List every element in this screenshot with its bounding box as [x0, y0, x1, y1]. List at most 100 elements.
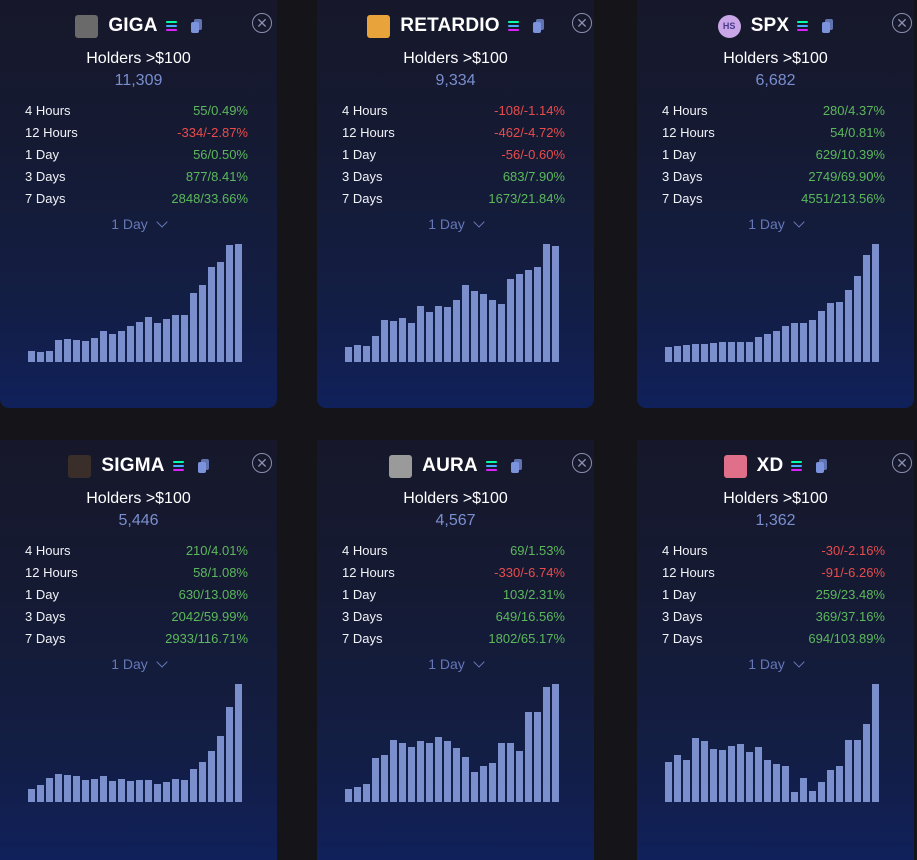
- chart-bar[interactable]: [82, 780, 89, 802]
- range-dropdown[interactable]: 1 Day: [0, 216, 277, 232]
- chart-bar[interactable]: [845, 740, 852, 802]
- chart-bar[interactable]: [543, 244, 550, 362]
- chart-bar[interactable]: [507, 279, 514, 362]
- chart-bar[interactable]: [471, 772, 478, 802]
- range-dropdown[interactable]: 1 Day: [317, 216, 594, 232]
- chart-bar[interactable]: [845, 290, 852, 362]
- chart-bar[interactable]: [809, 791, 816, 802]
- copy-icon[interactable]: [822, 19, 834, 33]
- chart-bar[interactable]: [199, 285, 206, 362]
- chart-bar[interactable]: [525, 712, 532, 802]
- chart-bar[interactable]: [181, 780, 188, 802]
- chart-bar[interactable]: [800, 323, 807, 362]
- chart-bar[interactable]: [136, 322, 143, 362]
- chart-bar[interactable]: [399, 318, 406, 362]
- chart-bar[interactable]: [46, 778, 53, 802]
- chart-bar[interactable]: [674, 346, 681, 362]
- chart-bar[interactable]: [100, 776, 107, 802]
- chart-bar[interactable]: [417, 306, 424, 362]
- chart-bar[interactable]: [683, 760, 690, 802]
- chart-bar[interactable]: [37, 352, 44, 362]
- chart-bar[interactable]: [800, 778, 807, 802]
- chart-bar[interactable]: [701, 741, 708, 802]
- chart-bar[interactable]: [480, 294, 487, 362]
- chart-bar[interactable]: [489, 763, 496, 802]
- chart-bar[interactable]: [217, 736, 224, 802]
- copy-icon[interactable]: [816, 459, 828, 473]
- chart-bar[interactable]: [217, 262, 224, 362]
- chart-bar[interactable]: [190, 293, 197, 362]
- chart-bar[interactable]: [552, 684, 559, 802]
- chart-bar[interactable]: [399, 743, 406, 802]
- chart-bar[interactable]: [127, 781, 134, 802]
- chart-bar[interactable]: [354, 787, 361, 802]
- chart-bar[interactable]: [516, 751, 523, 802]
- chart-bar[interactable]: [345, 347, 352, 362]
- chart-bar[interactable]: [453, 300, 460, 362]
- chart-bar[interactable]: [701, 344, 708, 362]
- chart-bar[interactable]: [453, 748, 460, 802]
- chart-bar[interactable]: [64, 339, 71, 362]
- chart-bar[interactable]: [190, 769, 197, 802]
- chart-bar[interactable]: [37, 785, 44, 802]
- copy-icon[interactable]: [510, 459, 522, 473]
- chart-bar[interactable]: [235, 244, 242, 362]
- chart-bar[interactable]: [836, 766, 843, 802]
- token-ticker[interactable]: SIGMA: [101, 455, 165, 476]
- chart-bar[interactable]: [91, 779, 98, 802]
- token-ticker[interactable]: RETARDIO: [400, 15, 500, 36]
- chart-bar[interactable]: [462, 285, 469, 362]
- chart-bar[interactable]: [363, 346, 370, 362]
- chart-bar[interactable]: [791, 792, 798, 802]
- chart-bar[interactable]: [854, 740, 861, 802]
- chart-bar[interactable]: [372, 336, 379, 362]
- chart-bar[interactable]: [863, 255, 870, 362]
- chart-bar[interactable]: [728, 746, 735, 802]
- chart-bar[interactable]: [145, 317, 152, 362]
- chart-bar[interactable]: [737, 342, 744, 362]
- token-ticker[interactable]: AURA: [422, 455, 478, 476]
- chart-bar[interactable]: [471, 291, 478, 362]
- chart-bar[interactable]: [181, 315, 188, 362]
- chart-bar[interactable]: [773, 331, 780, 362]
- close-button[interactable]: ✕: [252, 453, 272, 473]
- chart-bar[interactable]: [345, 789, 352, 802]
- chart-bar[interactable]: [719, 750, 726, 802]
- range-dropdown[interactable]: 1 Day: [317, 656, 594, 672]
- chart-bar[interactable]: [827, 303, 834, 362]
- chart-bar[interactable]: [426, 312, 433, 362]
- chart-bar[interactable]: [809, 320, 816, 362]
- chart-bar[interactable]: [516, 274, 523, 362]
- close-button[interactable]: ✕: [252, 13, 272, 33]
- chart-bar[interactable]: [692, 738, 699, 802]
- chart-bar[interactable]: [498, 304, 505, 362]
- chart-bar[interactable]: [791, 323, 798, 362]
- chart-bar[interactable]: [109, 334, 116, 362]
- chart-bar[interactable]: [55, 340, 62, 362]
- chart-bar[interactable]: [525, 270, 532, 362]
- close-button[interactable]: ✕: [572, 453, 592, 473]
- chart-bar[interactable]: [773, 764, 780, 802]
- chart-bar[interactable]: [827, 770, 834, 802]
- chart-bar[interactable]: [172, 779, 179, 802]
- chart-bar[interactable]: [208, 751, 215, 802]
- chart-bar[interactable]: [462, 757, 469, 802]
- chart-bar[interactable]: [91, 338, 98, 362]
- copy-icon[interactable]: [532, 19, 544, 33]
- chart-bar[interactable]: [507, 743, 514, 802]
- chart-bar[interactable]: [163, 319, 170, 362]
- chart-bar[interactable]: [746, 342, 753, 362]
- chart-bar[interactable]: [226, 245, 233, 362]
- chart-bar[interactable]: [354, 345, 361, 362]
- chart-bar[interactable]: [226, 707, 233, 802]
- chart-bar[interactable]: [534, 267, 541, 362]
- range-dropdown[interactable]: 1 Day: [637, 216, 914, 232]
- chart-bar[interactable]: [208, 267, 215, 362]
- chart-bar[interactable]: [665, 347, 672, 362]
- chart-bar[interactable]: [426, 743, 433, 802]
- chart-bar[interactable]: [381, 755, 388, 802]
- chart-bar[interactable]: [782, 766, 789, 802]
- chart-bar[interactable]: [64, 775, 71, 802]
- chart-bar[interactable]: [543, 687, 550, 802]
- chart-bar[interactable]: [28, 351, 35, 362]
